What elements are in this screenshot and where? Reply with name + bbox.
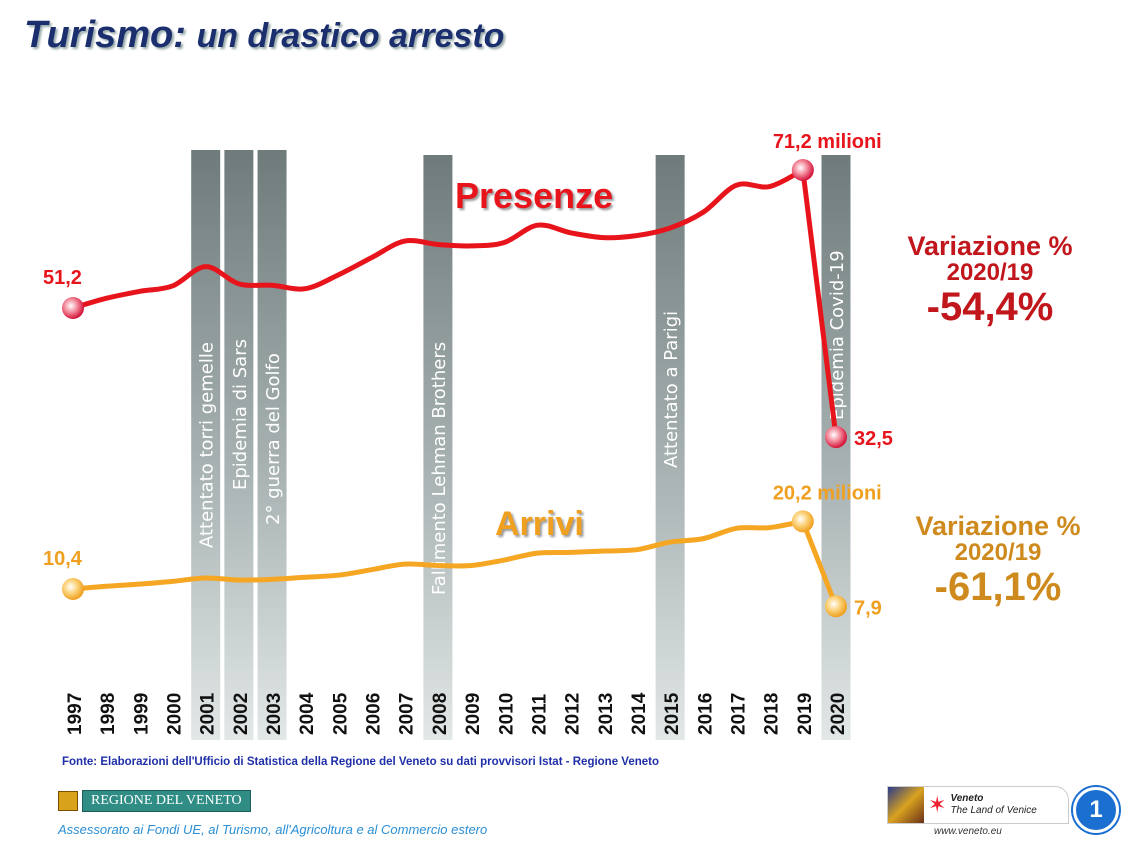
arrivi-data-label: 10,4: [43, 548, 83, 570]
event-bar: [191, 150, 221, 740]
x-tick-label: 2015: [662, 692, 683, 735]
x-tick-label: 2011: [529, 693, 550, 735]
event-label: Epidemia Covid-19: [827, 250, 848, 420]
presenze-data-label: 32,5: [854, 428, 893, 450]
star-icon: ✶: [928, 792, 947, 817]
presenze-data-label: 51,2: [43, 267, 82, 289]
page-number-badge: 1: [1073, 787, 1119, 833]
regione-veneto-logo: REGIONE DEL VENETO: [58, 790, 251, 812]
arrivi-line: [70, 518, 839, 609]
assessorato-text: Assessorato ai Fondi UE, al Turismo, all…: [58, 822, 488, 837]
presenze-data-label: 71,2 milioni: [773, 131, 882, 153]
event-label: Attentato a Parigi: [661, 311, 682, 468]
title-main: Turismo:: [24, 14, 186, 56]
variation-heading: Variazione %: [907, 231, 1073, 261]
presenze-line: [70, 167, 839, 440]
presenze-variation: Variazione % 2020/19 -54,4%: [885, 232, 1095, 328]
x-tick-label: 2009: [463, 693, 484, 735]
event-bar: [423, 155, 453, 740]
lion-icon: [58, 791, 78, 811]
x-tick-label: 1999: [131, 693, 152, 735]
x-tick-label: 2018: [762, 693, 783, 735]
x-tick-label: 1998: [98, 693, 119, 735]
variation-value: -61,1%: [934, 564, 1062, 609]
x-tick-label: 2010: [496, 693, 517, 735]
presenze-point: [825, 426, 847, 449]
x-tick-label: 2005: [330, 692, 351, 735]
arrivi-variation: Variazione % 2020/19 -61,1%: [893, 512, 1103, 608]
veneto-url: www.veneto.eu: [934, 826, 1002, 837]
x-tick-label: 2013: [596, 693, 617, 735]
variation-heading: Variazione %: [915, 511, 1081, 541]
arrivi-series-name: Arrivi: [495, 505, 584, 543]
event-bar: [655, 155, 685, 740]
event-label: 2° guerra del Golfo: [263, 353, 284, 525]
variation-period: 2020/19: [954, 539, 1042, 567]
event-label: Epidemia di Sars: [230, 339, 251, 490]
event-label: Fallimento Lehman Brothers: [429, 342, 450, 595]
x-tick-label: 2012: [563, 693, 584, 735]
x-tick-label: 2007: [397, 693, 418, 735]
logo-line1: Veneto: [950, 793, 984, 804]
presenze-point: [791, 159, 814, 181]
arrivi-point: [825, 595, 847, 618]
x-tick-label: 2008: [430, 693, 451, 735]
presenze-point: [62, 297, 84, 319]
x-tick-label: 2019: [795, 693, 816, 735]
title-rest: un drastico arresto: [196, 17, 505, 55]
source-note: Fonte: Elaborazioni dell'Ufficio di Stat…: [62, 756, 660, 768]
veneto-land-of-venice-logo: ✶ Veneto The Land of Venice: [887, 786, 1069, 824]
logo-line2: The Land of Venice: [950, 805, 1037, 816]
arrivi-point: [791, 510, 814, 533]
event-label: Attentato torri gemelle: [197, 342, 218, 548]
event-bar: [257, 150, 287, 740]
event-bar: [224, 150, 254, 740]
x-tick-label: 2004: [297, 692, 318, 735]
arrivi-point: [62, 578, 84, 600]
x-tick-label: 2017: [728, 693, 749, 735]
lion-image-icon: [888, 787, 924, 823]
presenze-series-name: Presenze: [455, 175, 613, 216]
x-tick-label: 2006: [364, 693, 385, 735]
x-tick-label: 2003: [264, 693, 285, 735]
region-logo-text: REGIONE DEL VENETO: [82, 790, 251, 812]
variation-value: -54,4%: [926, 284, 1054, 329]
variation-period: 2020/19: [946, 259, 1034, 287]
x-tick-label: 2014: [629, 692, 650, 735]
x-tick-label: 1997: [65, 693, 86, 735]
arrivi-data-label: 7,9: [854, 597, 882, 619]
x-tick-label: 2001: [198, 692, 219, 735]
x-tick-label: 2016: [695, 693, 716, 735]
x-tick-label: 2020: [828, 693, 849, 735]
page-title: Turismo: un drastico arresto: [24, 14, 504, 57]
x-tick-label: 2002: [231, 693, 252, 735]
x-tick-label: 2000: [165, 693, 186, 735]
arrivi-data-label: 20,2 milioni: [773, 482, 882, 504]
